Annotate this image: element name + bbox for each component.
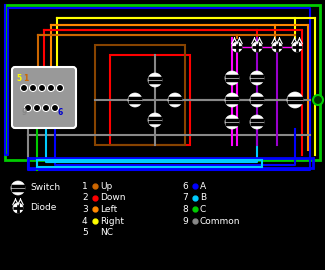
Text: 8: 8 xyxy=(182,205,188,214)
Circle shape xyxy=(128,93,142,107)
Text: Down: Down xyxy=(100,194,125,202)
Text: 9: 9 xyxy=(182,217,188,225)
Bar xyxy=(5,5,320,160)
Bar xyxy=(28,158,313,168)
FancyBboxPatch shape xyxy=(12,67,76,128)
Circle shape xyxy=(20,85,28,92)
Circle shape xyxy=(51,104,58,112)
Circle shape xyxy=(292,42,302,52)
Text: 2: 2 xyxy=(82,194,88,202)
Text: NC: NC xyxy=(100,228,113,237)
Text: C: C xyxy=(200,205,206,214)
Circle shape xyxy=(287,92,303,108)
Circle shape xyxy=(33,104,41,112)
Text: 5: 5 xyxy=(16,74,21,83)
Bar xyxy=(95,45,185,145)
Circle shape xyxy=(225,71,239,85)
Circle shape xyxy=(148,73,162,87)
Text: Switch: Switch xyxy=(30,184,60,193)
Circle shape xyxy=(252,42,262,52)
Circle shape xyxy=(13,203,23,213)
Circle shape xyxy=(24,104,32,112)
Text: Common: Common xyxy=(200,217,240,225)
Text: 5: 5 xyxy=(82,228,88,237)
Text: 3: 3 xyxy=(82,205,88,214)
Circle shape xyxy=(47,85,55,92)
Circle shape xyxy=(57,85,63,92)
Text: Diode: Diode xyxy=(30,204,56,212)
Text: A: A xyxy=(200,182,206,191)
Text: 1: 1 xyxy=(23,74,28,83)
Text: 9: 9 xyxy=(22,108,27,117)
Circle shape xyxy=(30,85,36,92)
Bar xyxy=(110,55,190,145)
Circle shape xyxy=(250,71,264,85)
Text: 4: 4 xyxy=(82,217,88,225)
Circle shape xyxy=(11,181,25,195)
Text: B: B xyxy=(200,194,206,202)
Circle shape xyxy=(225,93,239,107)
Circle shape xyxy=(43,104,49,112)
Circle shape xyxy=(225,115,239,129)
Circle shape xyxy=(168,93,182,107)
Text: 7: 7 xyxy=(182,194,188,202)
Bar xyxy=(37,160,262,167)
Circle shape xyxy=(250,93,264,107)
Text: Left: Left xyxy=(100,205,117,214)
Text: Up: Up xyxy=(100,182,112,191)
Text: Right: Right xyxy=(100,217,124,225)
Circle shape xyxy=(313,95,323,105)
Text: 6: 6 xyxy=(182,182,188,191)
Circle shape xyxy=(38,85,46,92)
Circle shape xyxy=(250,115,264,129)
Text: 6: 6 xyxy=(58,108,63,117)
Circle shape xyxy=(272,42,282,52)
Circle shape xyxy=(148,113,162,127)
Circle shape xyxy=(232,42,242,52)
Text: 1: 1 xyxy=(82,182,88,191)
